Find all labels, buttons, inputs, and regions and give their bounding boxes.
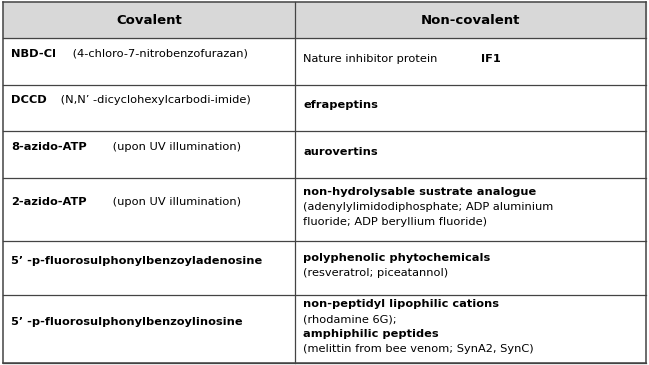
Text: non-peptidyl lipophilic cations: non-peptidyl lipophilic cations bbox=[303, 299, 499, 309]
Text: 5’ -p-fluorosulphonylbenzoyladenosine: 5’ -p-fluorosulphonylbenzoyladenosine bbox=[11, 256, 262, 266]
Text: efrapeptins: efrapeptins bbox=[303, 100, 378, 111]
Text: non-hydrolysable sustrate analogue: non-hydrolysable sustrate analogue bbox=[303, 187, 536, 197]
Text: (adenylylimidodiphosphate; ADP aluminium: (adenylylimidodiphosphate; ADP aluminium bbox=[303, 202, 554, 212]
Text: IF1: IF1 bbox=[481, 54, 501, 64]
Text: Covalent: Covalent bbox=[116, 14, 182, 27]
Text: 5’ -p-fluorosulphonylbenzoylinosine: 5’ -p-fluorosulphonylbenzoylinosine bbox=[11, 317, 243, 327]
Text: amphiphilic peptides: amphiphilic peptides bbox=[303, 329, 439, 339]
Text: aurovertins: aurovertins bbox=[303, 147, 378, 157]
Text: Nature inhibitor protein: Nature inhibitor protein bbox=[303, 54, 441, 64]
Text: (upon UV illumination): (upon UV illumination) bbox=[108, 197, 241, 207]
Text: fluoride; ADP beryllium fluoride): fluoride; ADP beryllium fluoride) bbox=[303, 217, 487, 227]
Text: polyphenolic phytochemicals: polyphenolic phytochemicals bbox=[303, 253, 491, 263]
Text: Non-covalent: Non-covalent bbox=[421, 14, 520, 27]
Text: (rhodamine 6G);: (rhodamine 6G); bbox=[303, 314, 397, 324]
Text: NBD-Cl: NBD-Cl bbox=[11, 49, 56, 59]
Text: (melittin from bee venom; SynA2, SynC): (melittin from bee venom; SynA2, SynC) bbox=[303, 344, 533, 354]
Text: (upon UV illumination): (upon UV illumination) bbox=[109, 142, 241, 152]
Text: (resveratrol; piceatannol): (resveratrol; piceatannol) bbox=[303, 268, 448, 278]
Text: 8-azido-ATP: 8-azido-ATP bbox=[11, 142, 87, 152]
Text: (4-chloro-7-nitrobenzofurazan): (4-chloro-7-nitrobenzofurazan) bbox=[69, 49, 248, 59]
Text: 2-azido-ATP: 2-azido-ATP bbox=[11, 197, 87, 207]
Text: (N,N’ -dicyclohexylcarbodi-imide): (N,N’ -dicyclohexylcarbodi-imide) bbox=[57, 96, 251, 105]
Text: DCCD: DCCD bbox=[11, 96, 47, 105]
